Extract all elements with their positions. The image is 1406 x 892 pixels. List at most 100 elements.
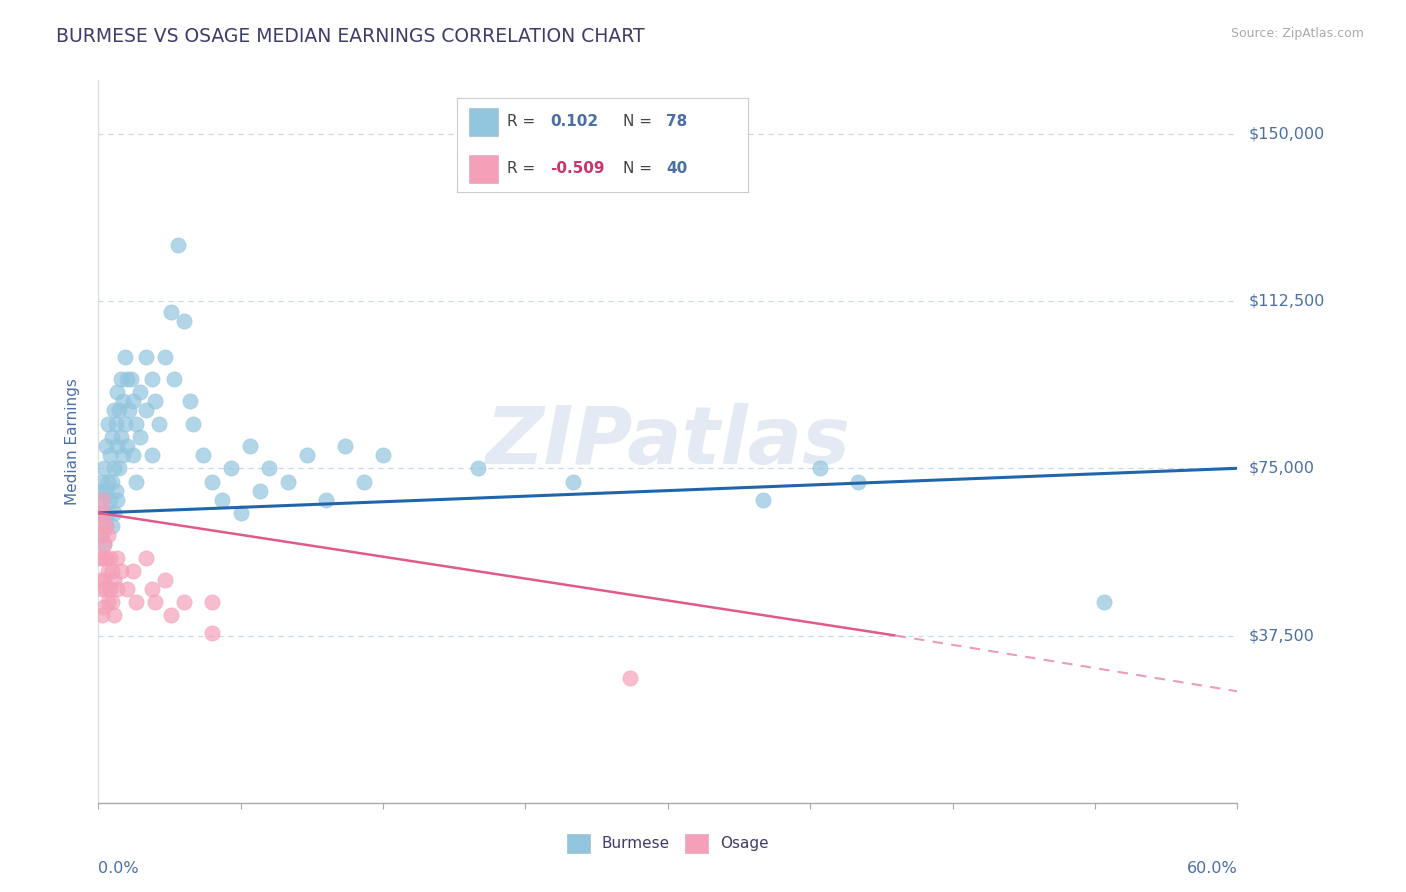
Point [103, 573, 125, 587]
Point [103, 461, 125, 475]
Point [91, 582, 114, 596]
Point [125, 475, 148, 489]
Point [752, 492, 775, 507]
Point [103, 403, 125, 417]
Point [107, 385, 129, 400]
Text: $112,500: $112,500 [1249, 293, 1324, 309]
Point [846, 475, 869, 489]
Text: ZIPatlas: ZIPatlas [485, 402, 851, 481]
Point [97, 417, 120, 431]
Point [353, 475, 375, 489]
Point [115, 439, 138, 453]
Point [89, 483, 111, 498]
Point [91, 492, 114, 507]
Point [145, 595, 167, 609]
Point [167, 238, 190, 252]
Point [135, 550, 157, 565]
Point [141, 582, 163, 596]
Point [89, 506, 111, 520]
Point [97, 595, 120, 609]
Point [97, 475, 120, 489]
Point [91, 550, 114, 565]
Point [259, 461, 281, 475]
Point [141, 372, 163, 386]
Point [148, 417, 170, 431]
Point [93, 573, 115, 587]
Point [808, 461, 831, 475]
Point [173, 314, 195, 328]
Point [94, 519, 117, 533]
Point [100, 519, 122, 533]
Point [118, 403, 141, 417]
Point [89, 528, 111, 542]
Point [129, 430, 152, 444]
Point [179, 394, 201, 409]
Point [94, 439, 117, 453]
Point [110, 564, 132, 578]
Point [91, 608, 114, 623]
Point [121, 394, 143, 409]
Point [100, 475, 122, 489]
Point [107, 492, 129, 507]
Point [249, 483, 271, 498]
Point [100, 430, 122, 444]
Point [110, 430, 132, 444]
Legend: Burmese, Osage: Burmese, Osage [560, 826, 776, 860]
Point [91, 528, 114, 542]
Point [91, 492, 114, 507]
Point [112, 394, 135, 409]
Point [97, 564, 120, 578]
Text: $37,500: $37,500 [1249, 628, 1315, 643]
Point [183, 417, 205, 431]
Point [98, 492, 121, 507]
Point [108, 403, 131, 417]
Point [159, 305, 181, 319]
Point [115, 372, 138, 386]
Point [467, 461, 489, 475]
Point [94, 582, 117, 596]
Point [239, 439, 262, 453]
Point [121, 448, 143, 462]
Point [114, 350, 136, 364]
Point [201, 475, 224, 489]
Point [100, 564, 122, 578]
Point [98, 448, 121, 462]
Point [97, 528, 120, 542]
Point [297, 448, 319, 462]
Point [104, 483, 127, 498]
Point [173, 595, 195, 609]
Point [371, 448, 394, 462]
Point [335, 439, 357, 453]
Point [110, 372, 132, 386]
Point [107, 582, 129, 596]
Point [93, 537, 115, 551]
Point [112, 448, 135, 462]
Point [107, 439, 129, 453]
Text: 60.0%: 60.0% [1187, 861, 1237, 876]
Point [98, 582, 121, 596]
Point [129, 385, 152, 400]
Point [114, 417, 136, 431]
Point [153, 350, 176, 364]
Point [619, 671, 641, 685]
Point [107, 550, 129, 565]
Point [125, 595, 148, 609]
Point [191, 448, 214, 462]
Point [211, 492, 233, 507]
Text: Source: ZipAtlas.com: Source: ZipAtlas.com [1230, 27, 1364, 40]
Point [100, 595, 122, 609]
Point [91, 519, 114, 533]
Point [94, 519, 117, 533]
Text: BURMESE VS OSAGE MEDIAN EARNINGS CORRELATION CHART: BURMESE VS OSAGE MEDIAN EARNINGS CORRELA… [56, 27, 645, 45]
Point [135, 403, 157, 417]
Point [93, 506, 115, 520]
Point [121, 564, 143, 578]
Point [91, 475, 114, 489]
Point [93, 461, 115, 475]
Point [108, 461, 131, 475]
Point [89, 573, 111, 587]
Y-axis label: Median Earnings: Median Earnings [65, 378, 80, 505]
Point [94, 483, 117, 498]
Text: $75,000: $75,000 [1249, 461, 1315, 475]
Point [115, 582, 138, 596]
